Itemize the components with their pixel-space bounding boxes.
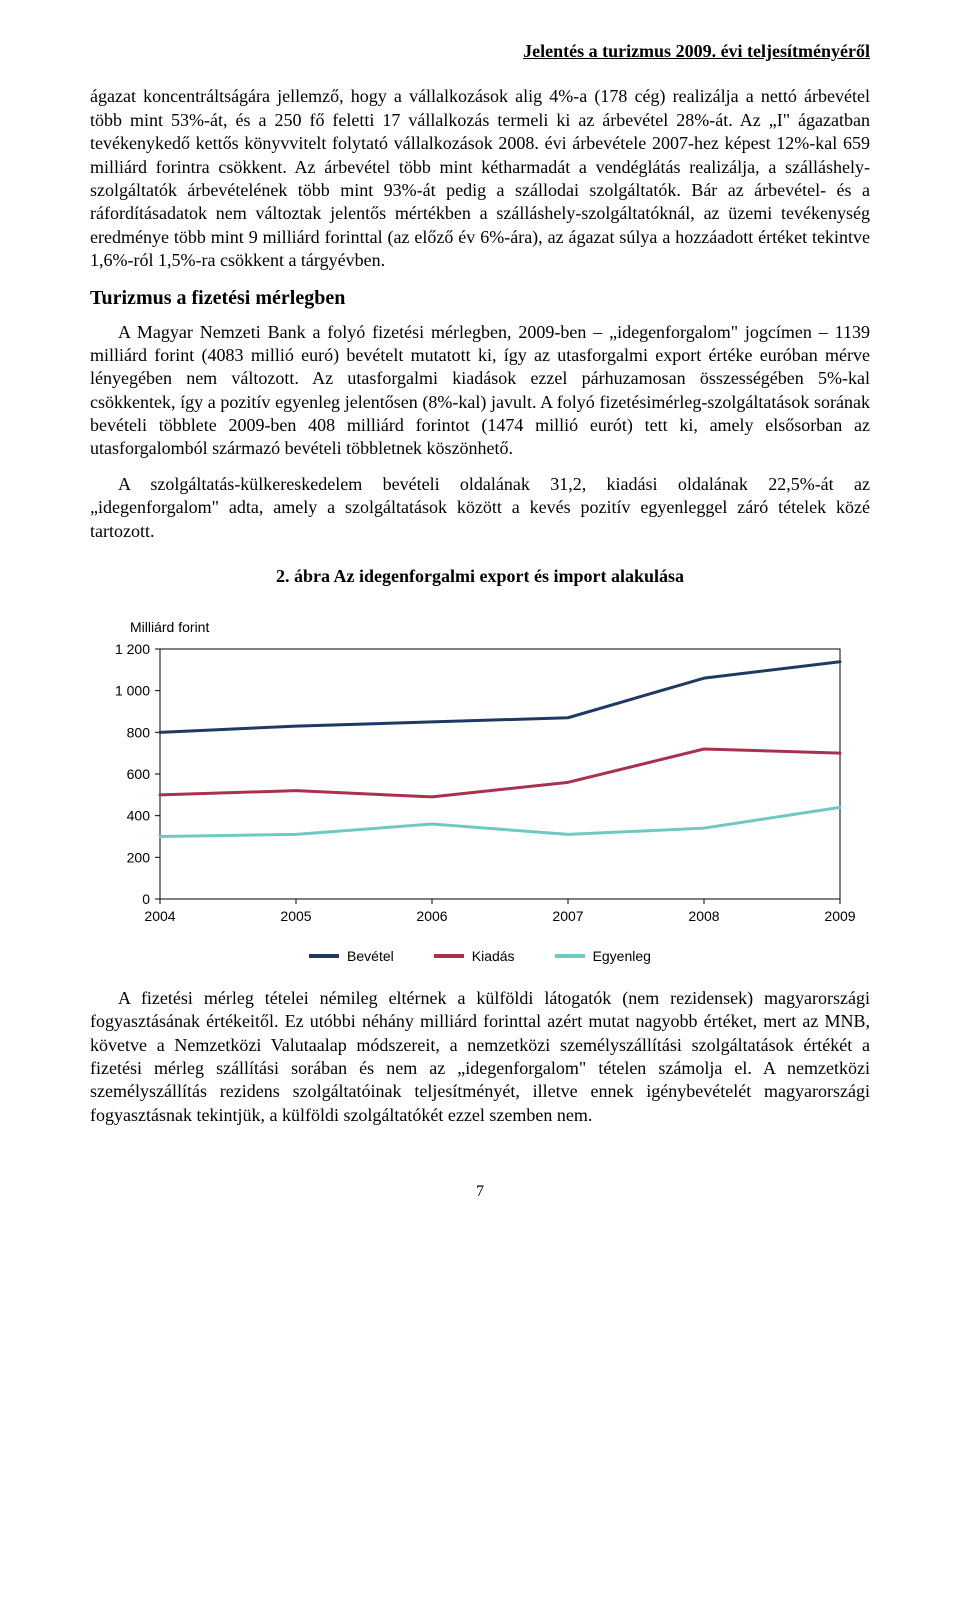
legend-swatch <box>555 954 585 958</box>
line-chart: 0 200 400 600 800 1 000 1 200 2004 2005 2006 2007 2… <box>100 639 860 939</box>
series-line-bevétel <box>160 661 840 732</box>
y-tick-label: 0 <box>142 891 150 907</box>
section-heading: Turizmus a fizetési mérlegben <box>90 285 870 311</box>
legend-label: Kiadás <box>472 947 515 965</box>
y-tick-label: 1 200 <box>115 641 150 657</box>
x-tick-label: 2005 <box>280 908 311 924</box>
x-tick-label: 2006 <box>416 908 447 924</box>
body-paragraph-2: A Magyar Nemzeti Bank a folyó fizetési m… <box>90 321 870 461</box>
y-tick-label: 200 <box>127 849 151 865</box>
body-paragraph-4: A fizetési mérleg tételei némileg eltérn… <box>90 987 870 1127</box>
body-paragraph-1: ágazat koncentráltságára jellemző, hogy … <box>90 85 870 272</box>
y-tick-label: 400 <box>127 807 151 823</box>
figure-caption: 2. ábra Az idegenforgalmi export és impo… <box>90 565 870 588</box>
series-line-egyenleg <box>160 807 840 836</box>
body-paragraph-3: A szolgáltatás-külkereskedelem bevételi … <box>90 473 870 543</box>
x-tick-label: 2007 <box>552 908 583 924</box>
page-number: 7 <box>90 1182 870 1203</box>
x-tick-label: 2004 <box>144 908 175 924</box>
chart-container: Milliárd forint 0 200 400 600 800 1 000 1 200 2… <box>100 618 860 964</box>
legend-swatch <box>309 954 339 958</box>
legend-label: Egyenleg <box>593 947 651 965</box>
legend-swatch <box>434 954 464 958</box>
legend-item: Bevétel <box>309 947 394 965</box>
chart-legend: Bevétel Kiadás Egyenleg <box>100 947 860 965</box>
y-tick-label: 800 <box>127 724 151 740</box>
x-tick-label: 2009 <box>824 908 855 924</box>
chart-y-axis-title: Milliárd forint <box>130 618 860 636</box>
series-line-kiadás <box>160 749 840 797</box>
page-header: Jelentés a turizmus 2009. évi teljesítmé… <box>90 40 870 63</box>
legend-label: Bevétel <box>347 947 394 965</box>
y-tick-label: 600 <box>127 766 151 782</box>
legend-item: Kiadás <box>434 947 515 965</box>
y-tick-label: 1 000 <box>115 682 150 698</box>
x-tick-label: 2008 <box>688 908 719 924</box>
legend-item: Egyenleg <box>555 947 651 965</box>
